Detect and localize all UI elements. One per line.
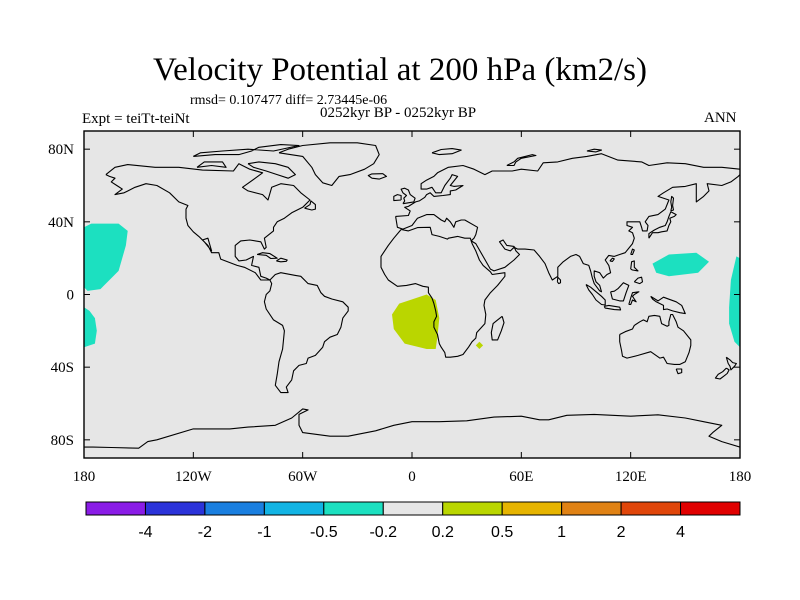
coast-newfoundland [304, 200, 316, 211]
colorbar-swatch [204, 501, 265, 516]
plot-title: Velocity Potential at 200 hPa (km2/s) [152, 52, 648, 88]
colorbar-label: -4 [138, 524, 152, 541]
anomaly-date-line-south-negative [84, 307, 97, 348]
coast-new-guinea [650, 295, 686, 315]
colorbar-label: -2 [198, 524, 212, 541]
coast-svalbard [431, 148, 462, 156]
anomaly-west-pacific-negative [729, 256, 740, 348]
coast-luzon [630, 260, 639, 272]
colorbar-swatch [501, 501, 563, 516]
experiment-label: Expt = teiTt-teiNt [82, 111, 190, 127]
coast-novaya-zemlya [506, 154, 537, 167]
coast-hispaniola [276, 257, 288, 263]
coast-arctic-islands [193, 144, 300, 157]
y-tick-label: 40S [51, 360, 74, 376]
x-tick-label: 60W [288, 469, 318, 485]
coast-south-america [263, 272, 349, 394]
coast-sulawesi [628, 291, 640, 306]
colorbar-label: -1 [257, 524, 271, 541]
season-label: ANN [704, 110, 737, 126]
colorbar-label: -0.5 [310, 524, 338, 541]
colorbar-swatch [263, 501, 325, 516]
coast-eurasia-arctic [395, 153, 740, 217]
anomaly-southeast-atlantic-positive [392, 294, 440, 349]
coast-mindanao [633, 276, 644, 285]
coast-north-america-west [105, 174, 270, 281]
period-label: 0252kyr BP - 0252kyr BP [320, 105, 477, 121]
coast-tasmania [675, 368, 683, 375]
coast-eurasia [395, 174, 740, 293]
colorbar-label: 1 [557, 524, 566, 541]
x-tick-label: 180 [729, 469, 752, 485]
coast-sri-lanka [556, 276, 562, 285]
y-tick-label: 80N [48, 142, 74, 158]
colorbar-swatch [323, 501, 384, 516]
coast-sumatra [585, 284, 606, 306]
coast-great-britain [400, 187, 416, 205]
coast-iceland [367, 173, 388, 180]
coast-greenland [278, 142, 380, 187]
coast-nz-south [714, 367, 730, 380]
x-tick-label: 60E [509, 469, 533, 485]
colorbar-label: 4 [676, 524, 685, 541]
x-tick-label: 120W [175, 469, 213, 485]
colorbar-label: 0.2 [432, 524, 454, 541]
colorbar-swatch [144, 501, 206, 516]
coast-north-america [105, 163, 311, 281]
anomaly-madagascar-positive [475, 341, 484, 349]
coast-baffin [247, 161, 296, 179]
coast-africa [380, 226, 506, 358]
x-tick-label: 180 [73, 469, 96, 485]
coast-cuba [256, 252, 278, 260]
colorbar-label: 0.5 [491, 524, 513, 541]
anomaly-central-north-pacific-negative [84, 223, 128, 291]
coast-victoria-island [196, 161, 227, 168]
coast-ireland [393, 194, 402, 202]
colorbar-swatch [620, 501, 682, 516]
coast-severnaya-zemlya [586, 148, 603, 153]
coast-antarctica [84, 408, 740, 449]
y-tick-label: 80S [51, 433, 74, 449]
coast-java [603, 304, 622, 311]
stats-label: rmsd= 0.107477 diff= 2.73445e-06 [190, 93, 388, 108]
y-tick-label: 0 [67, 288, 75, 304]
coast-hainan [609, 257, 615, 262]
colorbar-label: 2 [617, 524, 626, 541]
colorbar-swatch [382, 501, 444, 516]
coast-taiwan [630, 248, 635, 256]
colorbar-swatch [561, 501, 622, 516]
x-tick-label: 120E [615, 469, 647, 485]
map-background [84, 131, 740, 458]
colorbar-swatch [85, 501, 146, 516]
coast-borneo [610, 282, 630, 302]
colorbar-swatch [442, 501, 503, 516]
y-tick-label: 40N [48, 215, 74, 231]
coast-nz-north [725, 356, 737, 371]
x-tick-label: 0 [408, 469, 416, 485]
coast-japan [648, 211, 677, 239]
colorbar-swatch [680, 501, 741, 516]
colorbar-label: -0.2 [369, 524, 397, 541]
anomaly-east-asia-negative [652, 252, 709, 277]
coast-sakhalin [670, 195, 675, 212]
coast-madagascar [490, 315, 505, 341]
coast-australia [619, 313, 692, 365]
